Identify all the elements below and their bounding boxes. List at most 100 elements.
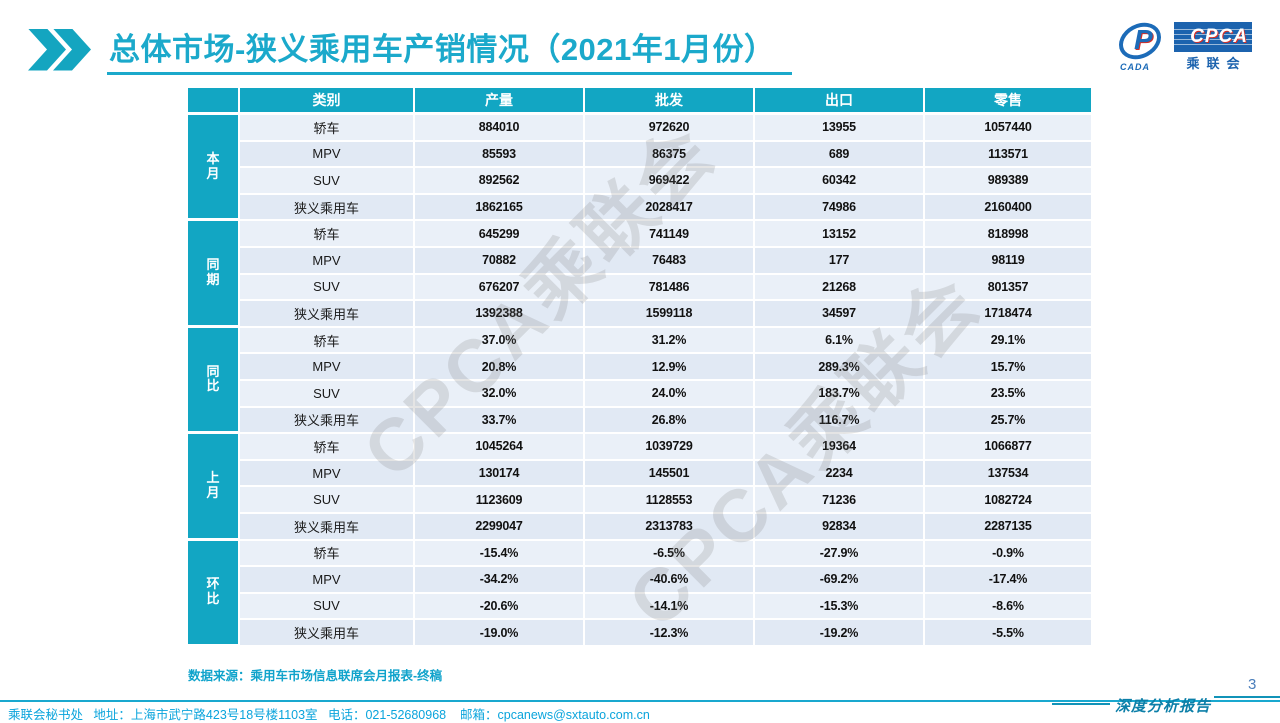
value-cell: 183.7% [755,380,925,408]
table-row: 本月轿车 884010 972620 13955 1057440 [188,115,1093,222]
value-cell: 29.1% [925,327,1093,355]
value-cell: -17.4% [925,567,1093,594]
logo-cada-text: CADA [1120,62,1150,72]
value-cell: 892562 [415,168,585,195]
value-cell: 33.7% [415,407,585,435]
report-label-right-line [1214,696,1280,698]
value-cell: -0.9% [925,540,1093,568]
corner-cell [188,88,240,115]
value-cell: 2313783 [585,513,755,541]
category-cell: MPV [240,460,415,488]
value-cell: 85593 [415,141,585,169]
value-cell: 70882 [415,247,585,275]
category-cell: 轿车 [240,327,415,355]
table-row: 狭义乘用车 -19.0% -12.3% -19.2% -5.5% [188,620,1093,647]
value-cell: 137534 [925,460,1093,488]
value-cell: 92834 [755,513,925,541]
value-cell: -15.3% [755,593,925,621]
footer-contact-text: 乘联会秘书处 地址：上海市武宁路423号18号楼1103室 电话：021-526… [8,708,650,722]
value-cell: 23.5% [925,380,1093,408]
category-cell: 狭义乘用车 [240,407,415,435]
data-table: 类别 产量 批发 出口 零售 本月轿车 884010 972620 13955 1057440 M… [188,88,1093,647]
category-cell: 轿车 [240,221,415,248]
value-cell: 1045264 [415,434,585,461]
table-header-row: 类别 产量 批发 出口 零售 [188,88,1093,115]
value-cell: 884010 [415,115,585,142]
value-cell: 1057440 [925,115,1093,142]
value-cell: 2028417 [585,194,755,222]
value-cell: 2287135 [925,513,1093,541]
value-cell: 801357 [925,274,1093,302]
double-chevron-icon [28,28,91,71]
table-row: SUV 892562 969422 60342 989389 [188,168,1093,195]
value-cell: 1862165 [415,194,585,222]
value-cell: 2299047 [415,513,585,541]
value-cell: 37.0% [415,327,585,355]
value-cell: 60342 [755,168,925,195]
page-number: 3 [1248,676,1257,693]
value-cell: 13955 [755,115,925,142]
report-type-label: 深度分析报告 [1115,699,1212,715]
table-row: 狭义乘用车 1392388 1599118 34597 1718474 [188,301,1093,328]
value-cell: 86375 [585,141,755,169]
value-cell: 2160400 [925,194,1093,222]
table-row: 上月轿车 1045264 1039729 19364 1066877 [188,434,1093,541]
value-cell: 1392388 [415,301,585,328]
value-cell: 177 [755,247,925,275]
category-cell: SUV [240,380,415,408]
value-cell: 74986 [755,194,925,222]
value-cell: 116.7% [755,407,925,435]
category-cell: MPV [240,247,415,275]
logo-stripes-icon [1174,25,1252,49]
column-header: 产量 [415,88,585,115]
cpca-emblem-icon: P CADA [1112,15,1168,72]
table-row: 环比轿车 -15.4% -6.5% -27.9% -0.9% [188,540,1093,647]
value-cell: 989389 [925,168,1093,195]
value-cell: -15.4% [415,540,585,568]
table-row: SUV 32.0% 24.0% 183.7% 23.5% [188,380,1093,408]
data-source-note: 数据来源：乘用车市场信息联席会月报表-终稿 [188,669,443,683]
value-cell: 145501 [585,460,755,488]
table-row: SUV 1123609 1128553 71236 1082724 [188,487,1093,514]
value-cell: 26.8% [585,407,755,435]
value-cell: 741149 [585,221,755,248]
footer-divider [0,700,1280,702]
value-cell: -19.2% [755,620,925,647]
value-cell: -40.6% [585,567,755,594]
category-cell: SUV [240,274,415,302]
logo-subtitle: 乘联会 [1186,56,1247,71]
value-cell: 1718474 [925,301,1093,328]
table-row: MPV 85593 86375 689 113571 [188,141,1093,169]
value-cell: 31.2% [585,327,755,355]
category-cell: 狭义乘用车 [240,513,415,541]
value-cell: 21268 [755,274,925,302]
report-label-left-line [1052,703,1110,705]
table-row: MPV 70882 76483 177 98119 [188,247,1093,275]
group-cell: 同期 [188,221,240,328]
logo-cpca-text: CPCA [1190,26,1248,47]
logo-wordmark: CPCA 乘联会 [1174,22,1252,72]
value-cell: 25.7% [925,407,1093,435]
table-row: 同比轿车 37.0% 31.2% 6.1% 29.1% [188,327,1093,435]
value-cell: 20.8% [415,354,585,381]
value-cell: 1123609 [415,487,585,514]
column-header: 出口 [755,88,925,115]
value-cell: 1066877 [925,434,1093,461]
group-cell: 上月 [188,434,240,541]
value-cell: -19.0% [415,620,585,647]
table-row: 同期轿车 645299 741149 13152 818998 [188,221,1093,328]
value-cell: -5.5% [925,620,1093,647]
cpca-logo: P CADA CPCA 乘联会 [1112,15,1252,72]
column-header: 批发 [585,88,755,115]
category-cell: 轿车 [240,434,415,461]
page-title: 总体市场-狭义乘用车产销情况（2021年1月份） [107,24,792,75]
value-cell: -14.1% [585,593,755,621]
category-cell: MPV [240,354,415,381]
logo-box: CPCA [1174,22,1252,52]
value-cell: 1039729 [585,434,755,461]
category-cell: 狭义乘用车 [240,194,415,222]
category-cell: MPV [240,567,415,594]
value-cell: 1082724 [925,487,1093,514]
value-cell: -6.5% [585,540,755,568]
value-cell: 1599118 [585,301,755,328]
